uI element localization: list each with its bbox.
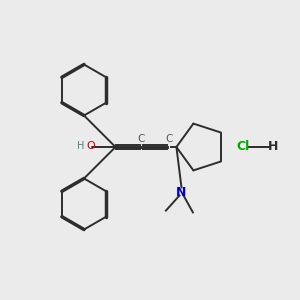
- Text: Cl: Cl: [236, 140, 250, 154]
- Text: C: C: [137, 134, 145, 144]
- Text: H: H: [77, 141, 85, 151]
- Text: O: O: [87, 141, 96, 151]
- Text: C: C: [166, 134, 173, 144]
- Text: N: N: [176, 185, 187, 199]
- Text: H: H: [268, 140, 278, 154]
